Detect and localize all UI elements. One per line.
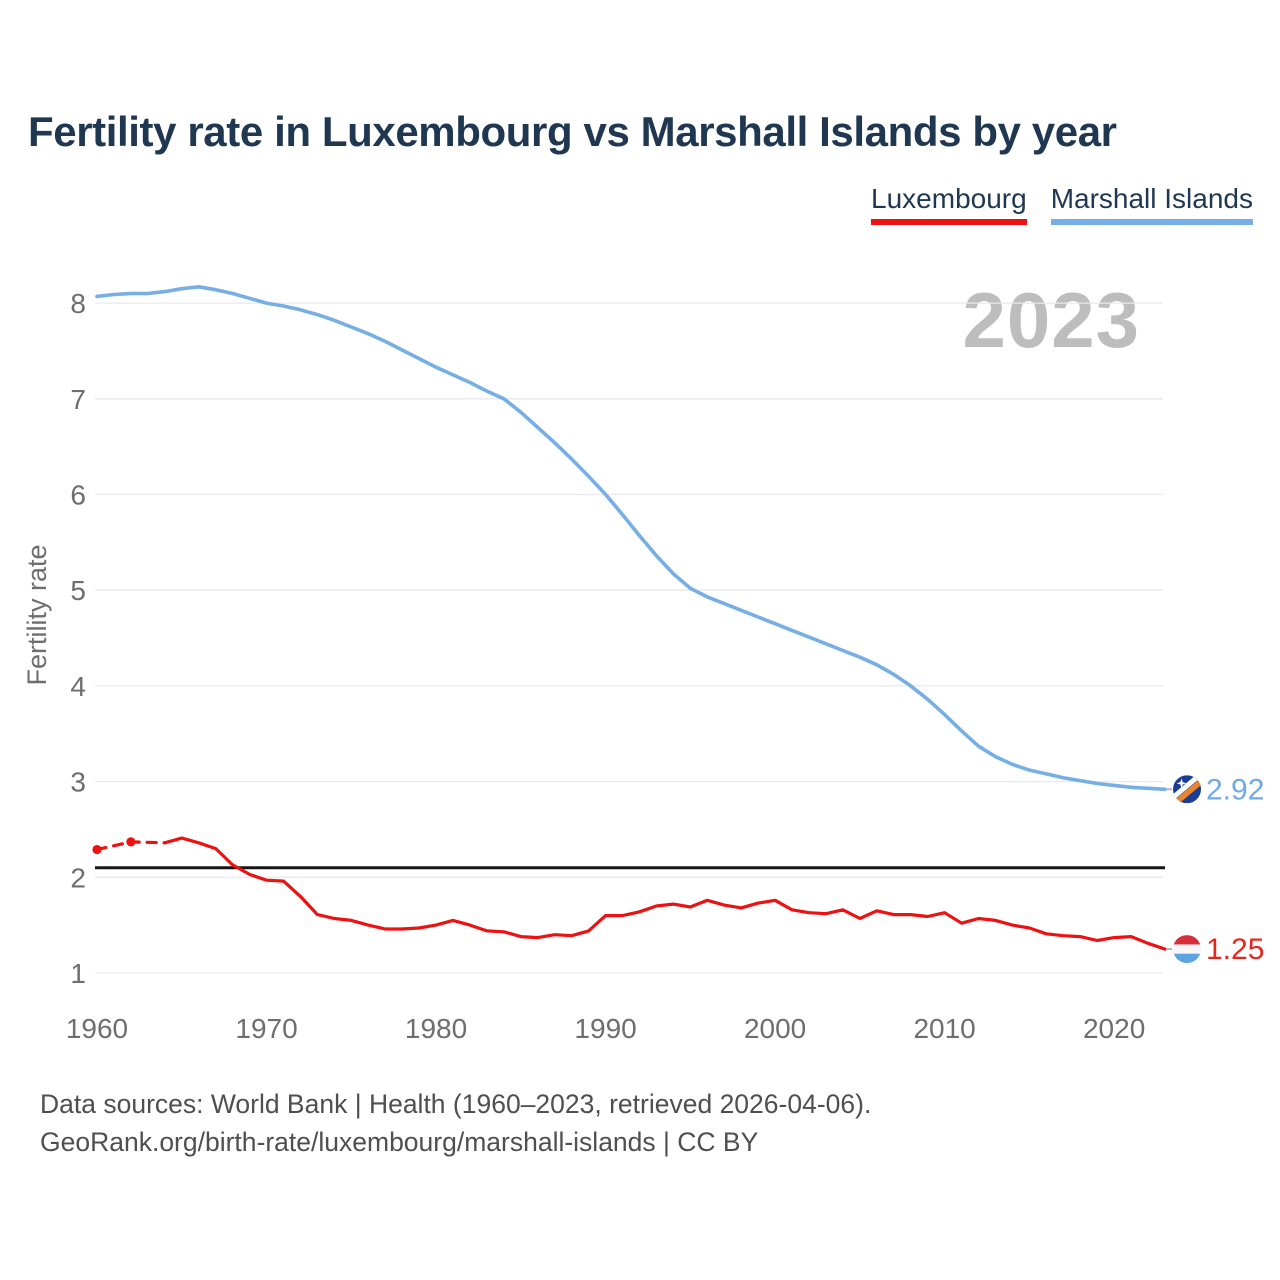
y-tick-label-3: 3 bbox=[70, 767, 86, 798]
marshall-islands-flag-icon bbox=[1173, 775, 1201, 804]
chart-legend: Luxembourg Marshall Islands bbox=[871, 183, 1253, 225]
year-watermark: 2023 bbox=[962, 276, 1140, 364]
luxembourg-flag-icon bbox=[1173, 935, 1201, 964]
legend-item-marshall-islands[interactable]: Marshall Islands bbox=[1050, 183, 1253, 225]
end-annotations-group: 1.25 2.92 bbox=[1167, 773, 1264, 966]
y-tick-label-6: 6 bbox=[70, 480, 86, 511]
x-tick-label-2010: 2010 bbox=[913, 1013, 975, 1044]
marshall-star bbox=[1176, 778, 1187, 789]
y-tick-label-8: 8 bbox=[70, 288, 86, 319]
x-tick-label-1960: 1960 bbox=[66, 1013, 128, 1044]
marshall-islands-end-value-label: 2.92 bbox=[1206, 773, 1264, 806]
x-tick-label-1970: 1970 bbox=[235, 1013, 297, 1044]
luxembourg-marker-1962 bbox=[126, 837, 136, 847]
source-url-text: GeoRank.org/birth-rate/luxembourg/marsha… bbox=[40, 1127, 759, 1157]
series-lines-group bbox=[92, 284, 1167, 951]
luxembourg-marker-1960 bbox=[92, 844, 102, 855]
y-tick-label-5: 5 bbox=[70, 575, 86, 606]
x-tick-label-1980: 1980 bbox=[405, 1013, 467, 1044]
legend-item-luxembourg[interactable]: Luxembourg bbox=[871, 183, 1027, 225]
marshall-islands-line bbox=[95, 284, 1167, 792]
luxembourg-end-value-label: 1.25 bbox=[1206, 933, 1264, 966]
y-tick-label-1: 1 bbox=[70, 958, 86, 989]
axis-labels-group: 1 2 3 4 5 6 7 8 1960 1970 1980 1990 2000 2010 2020 bbox=[66, 288, 1145, 1044]
y-axis-title: Fertility rate bbox=[22, 544, 52, 685]
data-sources-text: Data sources: World Bank | Health (1960–… bbox=[40, 1089, 872, 1119]
chart-footer: Data sources: World Bank | Health (1960–… bbox=[40, 1085, 871, 1161]
chart-title: Fertility rate in Luxembourg vs Marshall… bbox=[28, 108, 1117, 155]
y-tick-label-7: 7 bbox=[70, 384, 86, 415]
x-tick-label-2000: 2000 bbox=[744, 1013, 806, 1044]
y-tick-label-4: 4 bbox=[70, 671, 86, 702]
luxembourg-line bbox=[163, 836, 1167, 951]
x-tick-label-1990: 1990 bbox=[574, 1013, 636, 1044]
gridlines-group bbox=[95, 302, 1163, 974]
y-tick-label-2: 2 bbox=[70, 862, 86, 893]
x-tick-label-2020: 2020 bbox=[1083, 1013, 1145, 1044]
